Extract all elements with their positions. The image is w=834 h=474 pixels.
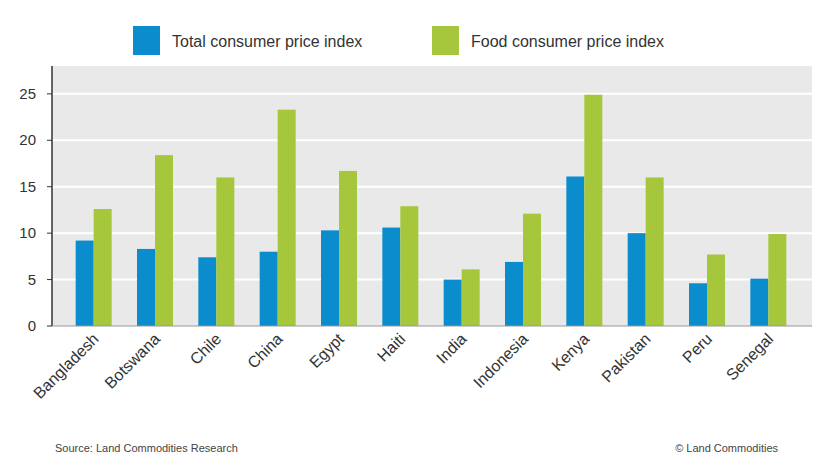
y-tick-label: 10 (19, 224, 36, 241)
bar (94, 209, 112, 326)
bar (198, 257, 216, 326)
chart-container: 0 5 10 15 20 25 BangladeshBotswana Chile China Eg… (0, 0, 834, 474)
x-tick-label: Indonesia (470, 330, 531, 391)
y-tick-label: 0 (28, 317, 36, 334)
bar (137, 249, 155, 326)
x-tick-label: Senegal (723, 330, 777, 384)
bars (76, 95, 787, 326)
x-tick-label: Peru (679, 330, 715, 366)
annotation: Source: Land Commodities Research (55, 442, 238, 454)
bar (76, 241, 94, 326)
y-tick-label: 5 (28, 271, 36, 288)
bar (505, 262, 523, 326)
bar (462, 269, 480, 326)
x-tick-label: Haiti (374, 330, 409, 365)
annotation: © Land Commodities (675, 442, 778, 454)
x-tick-label: Pakistan (598, 330, 653, 385)
x-tick-label: Bangladesh (30, 330, 102, 402)
legend-label: Total consumer price index (172, 33, 362, 50)
y-tick-label: 15 (19, 178, 36, 195)
bar (646, 177, 664, 326)
x-tick-label: India (433, 330, 470, 367)
bar (321, 230, 339, 326)
bar (566, 177, 584, 327)
bar (750, 279, 768, 326)
x-tick-label: Botswana (101, 330, 163, 392)
legend-label: Food consumer price index (471, 33, 664, 50)
x-tick-label: Kenya (548, 330, 592, 374)
bar (216, 177, 234, 326)
x-tick-label: Egypt (306, 330, 347, 371)
bar (444, 280, 462, 326)
bar (584, 95, 602, 326)
bar (689, 283, 707, 326)
chart-svg: 0 5 10 15 20 25 BangladeshBotswana Chile China Eg… (0, 0, 834, 474)
x-axis (52, 326, 812, 327)
legend-swatch (432, 26, 459, 55)
bar (382, 228, 400, 326)
x-tick-label: China (244, 330, 286, 372)
bar (707, 255, 725, 327)
bar (155, 155, 173, 326)
y-tick-label: 25 (19, 85, 36, 102)
legend-swatch (133, 26, 160, 55)
bar (400, 206, 418, 326)
bar (523, 214, 541, 326)
x-tick-label: Chile (187, 330, 225, 368)
bar (339, 171, 357, 326)
y-axis (51, 66, 53, 326)
y-tick-label: 20 (19, 131, 36, 148)
grid-line (52, 139, 812, 141)
bar (278, 110, 296, 326)
grid-line (52, 93, 812, 95)
plot-background (52, 66, 812, 326)
bar (628, 233, 646, 326)
bar (260, 252, 278, 326)
bar (768, 234, 786, 326)
